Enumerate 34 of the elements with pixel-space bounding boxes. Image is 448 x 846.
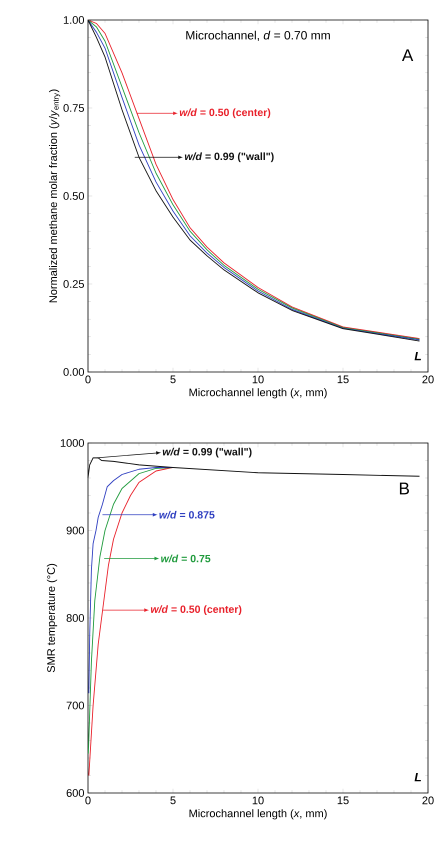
- annotation: Microchannel, d = 0.70 mm: [186, 30, 330, 41]
- x-tick-label: 0: [85, 796, 91, 804]
- legend-label: w/d = 0.50 (center): [150, 605, 242, 616]
- legend-label: w/d = 0.99 ("wall"): [162, 448, 252, 458]
- x-tick-label: 10: [252, 796, 264, 804]
- x-axis-title: Microchannel length (x, mm): [190, 809, 327, 820]
- y-tick-label: 0.25: [63, 280, 84, 288]
- x-tick-label: 0: [85, 376, 91, 384]
- y-axis-title: SMR temperature (°C): [46, 564, 58, 672]
- y-tick-label: 600: [66, 789, 84, 797]
- x-axis-title: Microchannel length (x, mm): [190, 388, 327, 398]
- legend-label: w/d = 0.875: [159, 510, 215, 519]
- y-tick-label: 800: [66, 614, 84, 622]
- x-tick-label: 5: [170, 376, 176, 384]
- y-tick-label: 1000: [60, 439, 84, 447]
- x-tick-label: 20: [422, 796, 434, 804]
- annotation: L: [414, 352, 421, 360]
- annotation: L: [414, 773, 421, 782]
- annotation: B: [400, 482, 409, 494]
- x-tick-label: 10: [252, 376, 264, 384]
- legend-label: w/d = 0.99 ("wall"): [184, 152, 274, 162]
- x-tick-label: 5: [170, 796, 176, 804]
- legend-label: w/d = 0.75: [161, 554, 210, 562]
- x-tick-label: 15: [338, 376, 349, 384]
- y-tick-label: 0.00: [63, 368, 84, 376]
- y-tick-label: 0.50: [63, 192, 84, 200]
- x-tick-label: 20: [422, 376, 434, 384]
- y-tick-label: 0.75: [63, 104, 84, 112]
- annotation: A: [402, 49, 414, 62]
- legend-label: w/d = 0.50 (center): [180, 108, 270, 118]
- x-tick-label: 15: [338, 796, 349, 804]
- y-tick-label: 1.00: [64, 16, 84, 24]
- y-tick-label: 700: [66, 702, 84, 710]
- y-tick-label: 900: [66, 526, 84, 534]
